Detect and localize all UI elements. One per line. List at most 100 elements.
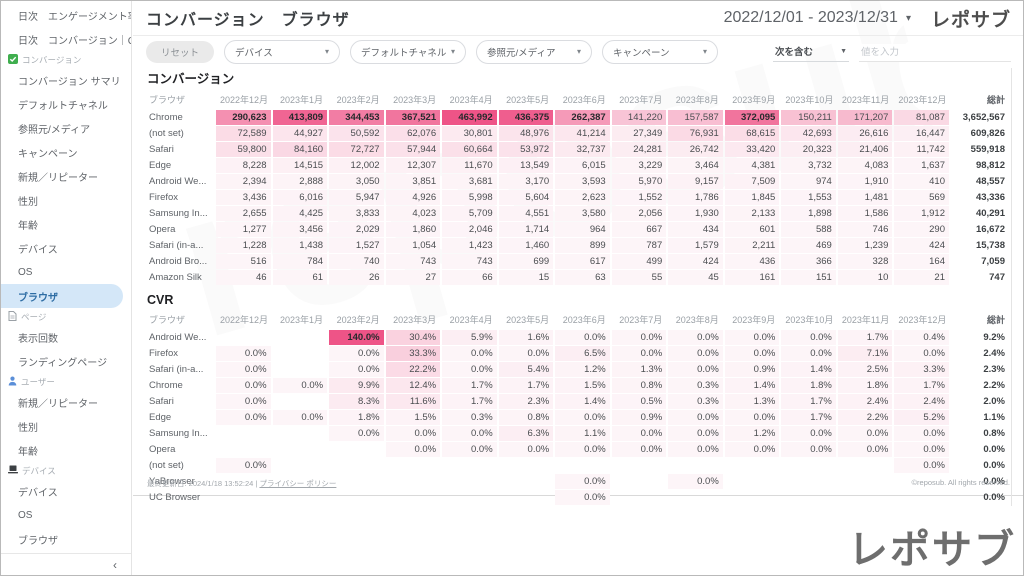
sidebar-item[interactable]: コンバージョン サマリ <box>1 68 131 92</box>
column-header-month[interactable]: 2023年4月 <box>449 95 493 105</box>
column-header-month[interactable]: 2023年11月 <box>841 315 890 325</box>
table-cell: 21,406 <box>837 142 893 157</box>
column-header-month[interactable]: 2023年9月 <box>732 315 776 325</box>
column-header-month[interactable]: 2023年7月 <box>619 315 663 325</box>
table-cell: 151 <box>781 270 836 285</box>
filter-value-input[interactable] <box>859 44 1011 62</box>
filter-dropdown[interactable]: 参照元/メディア ▾ <box>476 39 593 64</box>
table-cell: 0.0% <box>611 330 667 345</box>
filter-dropdown[interactable]: デバイス ▾ <box>224 39 341 64</box>
sidebar-item[interactable]: デバイス <box>1 236 131 260</box>
sidebar-item[interactable]: ランディングページ <box>1 349 131 373</box>
sidebar-item[interactable]: 性別 <box>1 414 131 438</box>
column-header-month[interactable]: 2023年6月 <box>562 315 606 325</box>
table-cell: 1.4% <box>555 394 610 409</box>
table-cell <box>216 490 271 505</box>
column-header-month[interactable]: 2023年4月 <box>449 315 493 325</box>
privacy-policy-link[interactable]: プライバシー ポリシー <box>259 479 337 488</box>
column-header-month[interactable]: 2022年12月 <box>220 315 269 325</box>
table-cell: 24,281 <box>611 142 667 157</box>
table-row: Android We... 2,394 2,888 3,050 3,851 3,681 3,… <box>148 174 1009 189</box>
column-header-month[interactable]: 2023年6月 <box>562 95 606 105</box>
sidebar-item[interactable]: ブラウザ <box>1 527 131 551</box>
table-cell: 743 <box>385 254 441 269</box>
column-header-month[interactable]: 2023年1月 <box>280 95 324 105</box>
table-cell: 1.2% <box>724 426 780 441</box>
table-cell <box>329 490 384 505</box>
column-header-browser[interactable]: ブラウザ <box>149 315 186 325</box>
column-header-month[interactable]: 2023年1月 <box>280 315 324 325</box>
sidebar-item-label: デフォルトチャネル <box>18 100 108 112</box>
column-header-month[interactable]: 2023年8月 <box>675 315 719 325</box>
table-cell: 0.0% <box>385 426 441 441</box>
sidebar-item[interactable]: 年齢 <box>1 438 131 462</box>
table-cell: 3,580 <box>555 206 610 221</box>
column-header-total[interactable]: 総計 <box>986 315 1005 325</box>
sidebar-item[interactable]: キャンペーン <box>1 140 131 164</box>
column-header-month[interactable]: 2023年2月 <box>336 315 380 325</box>
sidebar-item[interactable]: 新規／リピーター <box>1 390 131 414</box>
table-cell: 30,801 <box>442 126 497 141</box>
column-header-month[interactable]: 2023年2月 <box>336 95 380 105</box>
table-cell: 3,732 <box>781 158 836 173</box>
column-header-month[interactable]: 2023年12月 <box>898 315 947 325</box>
sidebar-item[interactable]: 参照元/メディア <box>1 116 131 140</box>
sidebar-item-label: ブラウザ <box>18 535 58 547</box>
table-cell: 1.8% <box>781 378 836 393</box>
column-header-browser[interactable]: ブラウザ <box>149 95 186 105</box>
sidebar-item[interactable]: 年齢 <box>1 212 131 236</box>
sidebar-item[interactable]: OS <box>1 503 131 527</box>
date-range-picker[interactable]: 2022/12/01 - 2023/12/31 ▾ <box>724 9 911 27</box>
sidebar-item-label: キャンペーン <box>18 148 78 160</box>
table-cell: 1.4% <box>781 362 836 377</box>
sidebar-item[interactable]: 性別 <box>1 188 131 212</box>
table-cell: 1,552 <box>611 190 667 205</box>
sidebar-item[interactable]: 新規／リピーター <box>1 164 131 188</box>
reset-button[interactable]: リセット <box>146 40 215 63</box>
table-cell <box>216 442 271 457</box>
sidebar-item[interactable]: 日次 コンバージョン｜CVR <box>1 27 131 51</box>
column-header-month[interactable]: 2023年8月 <box>675 95 719 105</box>
match-type-select[interactable]: 次を含む ▼ <box>773 41 849 62</box>
table-cell: 3,170 <box>498 174 554 189</box>
column-header-month[interactable]: 2022年12月 <box>220 95 269 105</box>
cvr-block: CVR ブラウザ 2022年12月 2023年1月 2023年2月 2023年3月 202… <box>146 293 1011 506</box>
table-cell: 98,812 <box>975 160 1005 171</box>
column-header-month[interactable]: 2023年9月 <box>732 95 776 105</box>
chevron-down-icon: ▾ <box>577 47 582 56</box>
column-header-month[interactable]: 2023年11月 <box>841 95 890 105</box>
table-cell: 4,083 <box>837 158 893 173</box>
column-header-month[interactable]: 2023年3月 <box>393 315 437 325</box>
table-cell: 16,447 <box>894 126 949 141</box>
table-row: Samsung In... 2,655 4,425 3,833 4,023 5,709 4,… <box>148 206 1009 221</box>
sidebar-item[interactable]: デフォルトチャネル <box>1 92 131 116</box>
column-header-month[interactable]: 2023年10月 <box>785 95 834 105</box>
sidebar-item-selected[interactable]: ブラウザ <box>1 284 123 308</box>
sidebar-item[interactable]: OS <box>1 260 131 284</box>
column-header-total[interactable]: 総計 <box>986 95 1005 105</box>
table-row: Samsung In... 0.0% 0.0% 0.0% 6.3% 1.1% 0.0% 0.0… <box>148 426 1009 441</box>
sidebar-item[interactable]: 表示回数 <box>1 325 131 349</box>
conversions-block: コンバージョン ブラウザ 2022年12月 2023年1月 2023年2月 2023年3… <box>146 68 1011 286</box>
report-canvas: コンバージョン ブラウザ 2022年12月 2023年1月 2023年2月 2023年3… <box>146 65 1012 506</box>
table-cell: 516 <box>216 254 271 269</box>
filter-dropdown[interactable]: キャンペーン ▾ <box>602 39 719 64</box>
table-cell: 436,375 <box>498 110 554 125</box>
table-cell: 0.0% <box>724 410 780 425</box>
column-header-month[interactable]: 2023年7月 <box>619 95 663 105</box>
column-header-month[interactable]: 2023年5月 <box>506 95 550 105</box>
chevron-down-icon: ▾ <box>905 12 911 24</box>
sidebar-item-label: 参照元/メディア <box>18 124 91 136</box>
column-header-month[interactable]: 2023年12月 <box>898 95 947 105</box>
column-header-month[interactable]: 2023年3月 <box>393 95 437 105</box>
table-cell: 0.0% <box>611 426 667 441</box>
table-cell <box>216 330 271 345</box>
column-header-month[interactable]: 2023年10月 <box>785 315 834 325</box>
row-label: Firefox <box>149 348 179 359</box>
filter-dropdown[interactable]: デフォルトチャネル ▾ <box>350 39 467 64</box>
column-header-month[interactable]: 2023年5月 <box>506 315 550 325</box>
sidebar-item[interactable]: デバイス <box>1 479 131 503</box>
table-cell: 262,387 <box>555 110 610 125</box>
sidebar-item[interactable]: 日次 エンゲージメント率... <box>1 3 131 27</box>
sidebar-collapse-button[interactable]: ‹ <box>1 553 131 575</box>
